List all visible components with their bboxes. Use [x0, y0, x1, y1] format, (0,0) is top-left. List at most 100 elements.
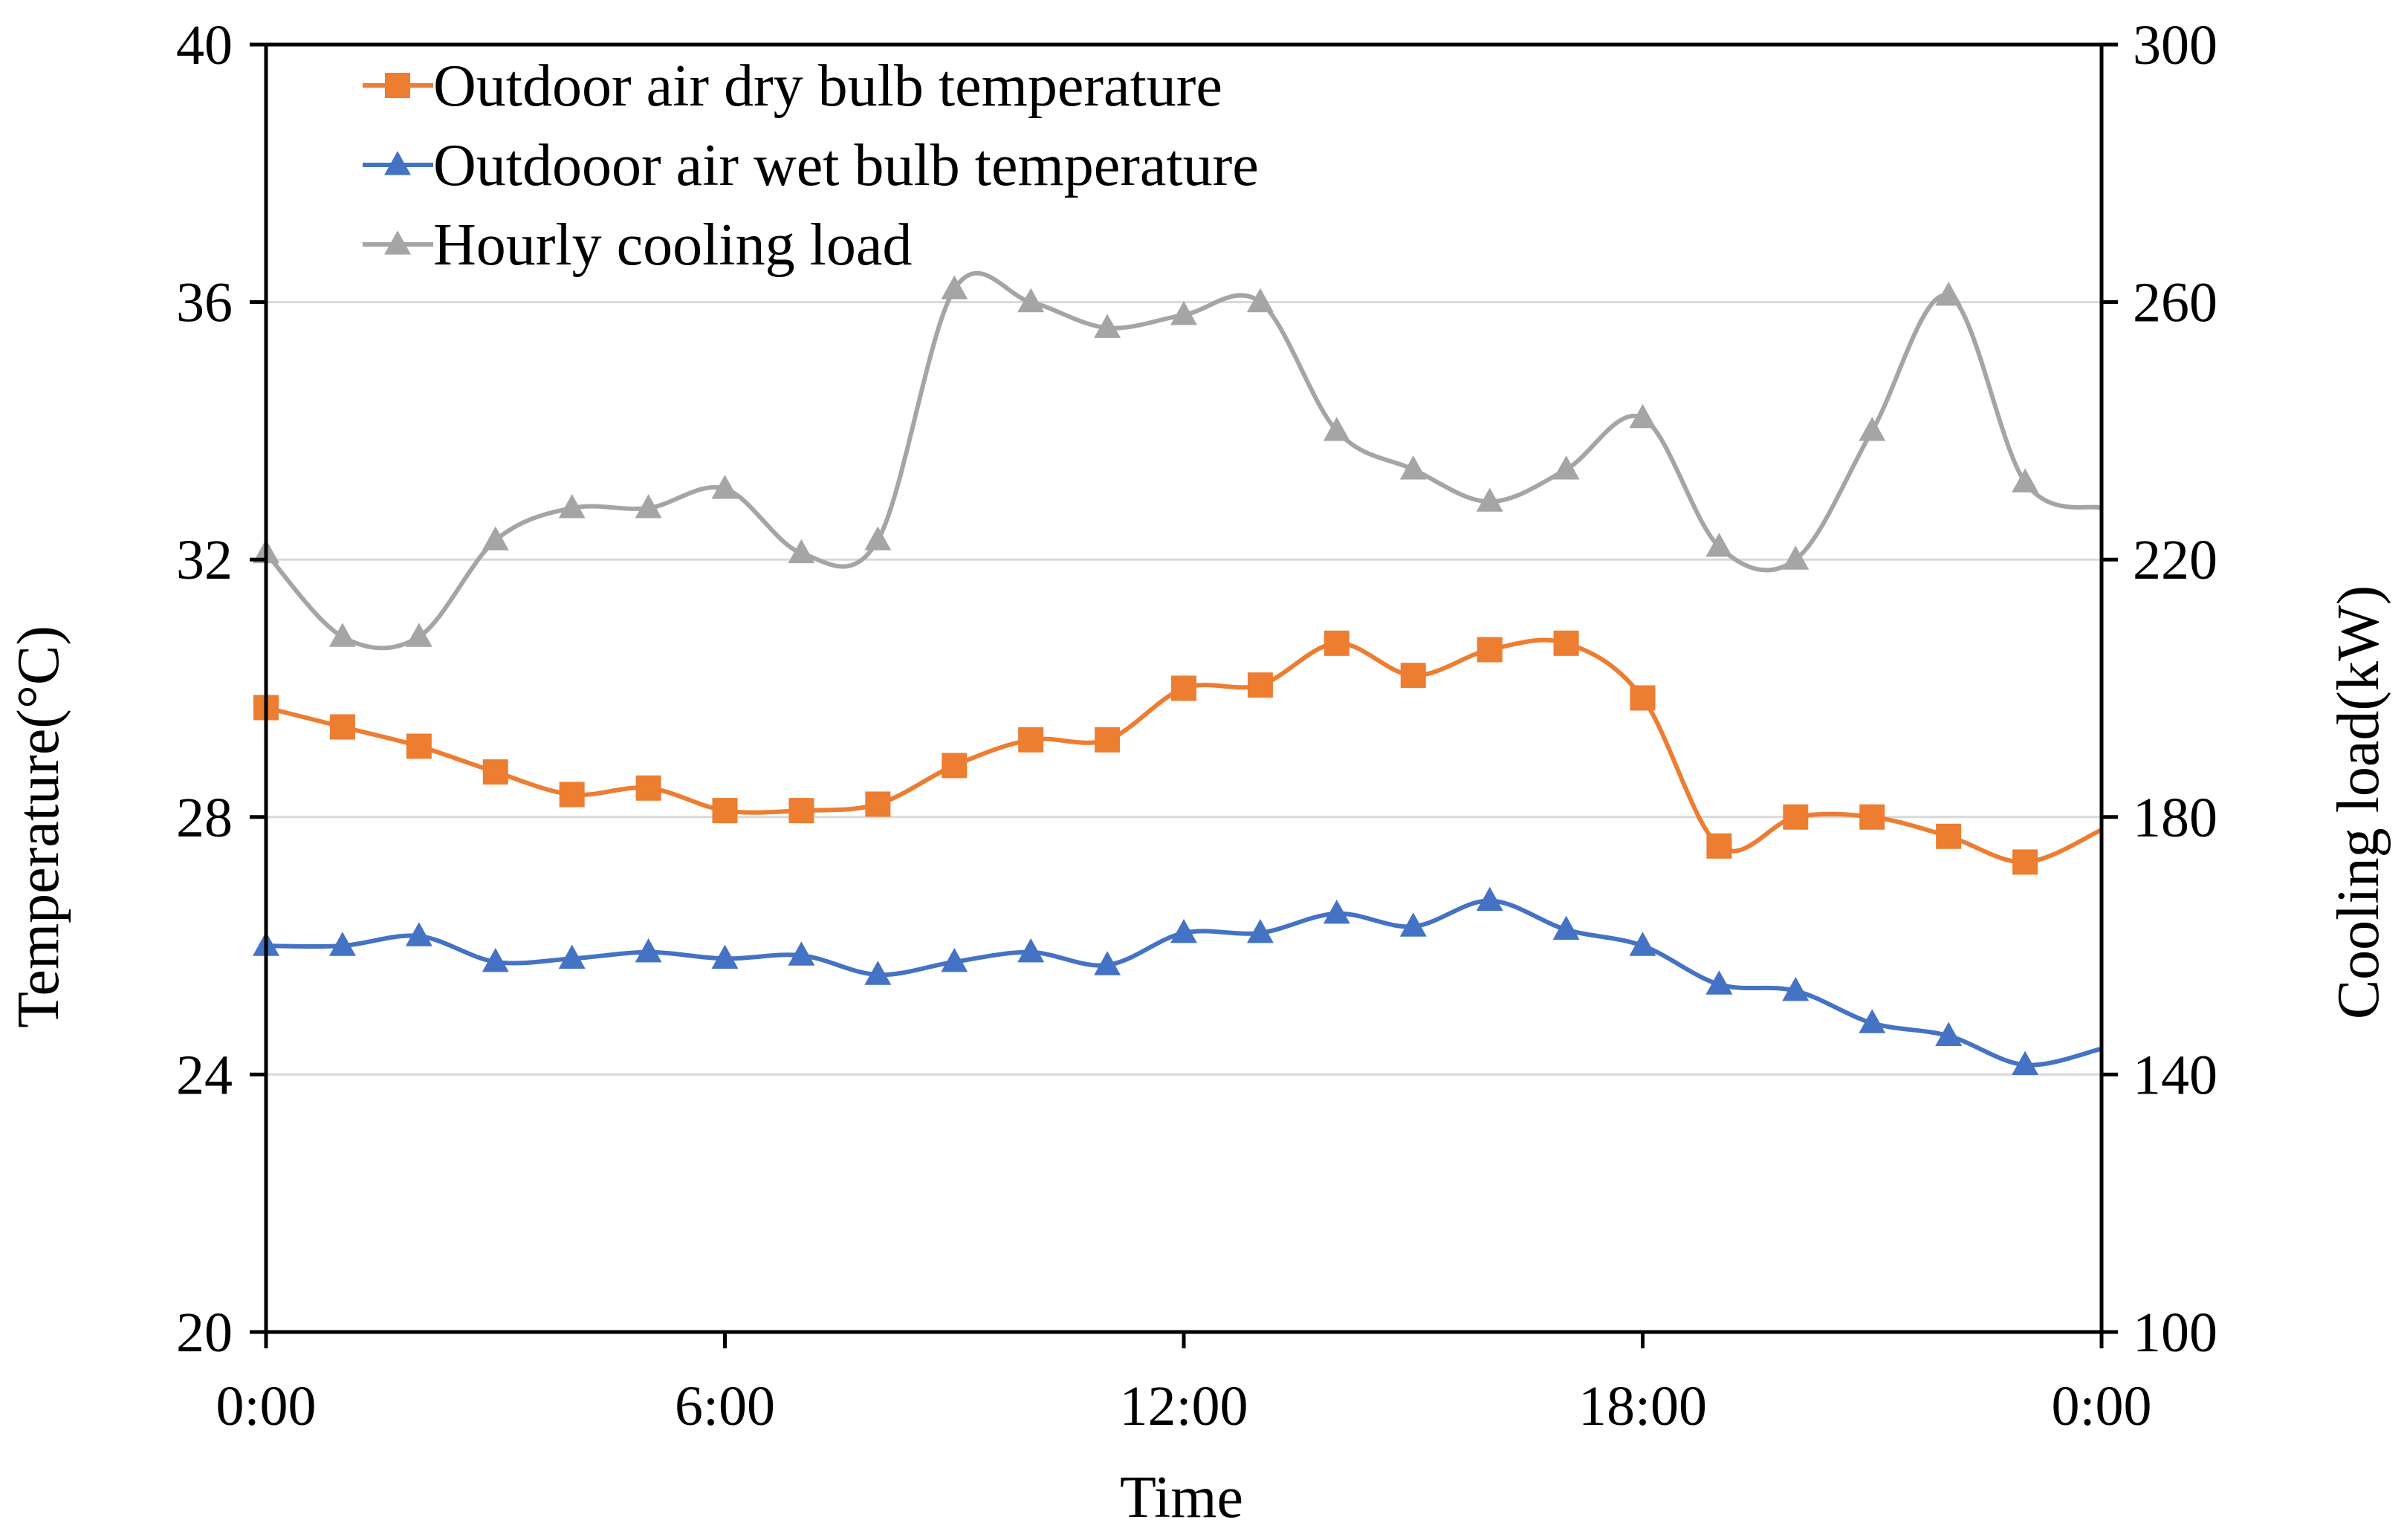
data-point-outdooor-air-wet-bulb-temperature	[482, 948, 509, 972]
data-point-hourly-cooling-load	[482, 526, 509, 550]
data-point-outdooor-air-wet-bulb-temperature	[635, 938, 662, 963]
legend-item: Outdoor air dry bulb temperature	[363, 53, 1222, 119]
data-point-outdooor-air-wet-bulb-temperature	[788, 941, 815, 966]
x-tick-label: 12:00	[1119, 1375, 1248, 1437]
data-point-outdooor-air-wet-bulb-temperature	[1094, 951, 1121, 975]
data-point-outdooor-air-wet-bulb-temperature	[1859, 1009, 1886, 1033]
legend-label: Outdooor air wet bulb temperature	[433, 133, 1259, 198]
data-point-hourly-cooling-load	[405, 623, 432, 647]
data-point-outdoor-air-dry-bulb-temperature	[1706, 833, 1732, 859]
data-point-outdoor-air-dry-bulb-temperature	[1247, 672, 1273, 698]
legend-label: Outdoor air dry bulb temperature	[433, 53, 1222, 119]
legend-swatch-marker	[384, 151, 411, 175]
data-point-outdoor-air-dry-bulb-temperature	[482, 759, 508, 785]
data-point-outdooor-air-wet-bulb-temperature	[405, 922, 432, 946]
data-point-hourly-cooling-load	[635, 494, 662, 519]
data-point-outdoor-air-dry-bulb-temperature	[1630, 685, 1656, 711]
data-point-outdoor-air-dry-bulb-temperature	[1095, 727, 1121, 753]
data-point-hourly-cooling-load	[1476, 487, 1503, 512]
data-point-outdoor-air-dry-bulb-temperature	[406, 733, 432, 759]
data-point-outdooor-air-wet-bulb-temperature	[1705, 970, 1733, 995]
y-tick-label: 36	[176, 272, 233, 334]
data-point-outdoor-air-dry-bulb-temperature	[788, 798, 814, 824]
data-point-outdoor-air-dry-bulb-temperature	[1553, 630, 1579, 656]
data-point-hourly-cooling-load	[1170, 301, 1197, 325]
x-tick-label: 0:00	[2051, 1375, 2151, 1437]
data-point-outdoor-air-dry-bulb-temperature	[1018, 727, 1044, 753]
data-point-outdooor-air-wet-bulb-temperature	[941, 948, 968, 972]
data-point-outdooor-air-wet-bulb-temperature	[1782, 977, 1810, 1001]
data-point-outdoor-air-dry-bulb-temperature	[865, 791, 891, 817]
data-point-outdoor-air-dry-bulb-temperature	[329, 714, 355, 740]
data-point-outdooor-air-wet-bulb-temperature	[1323, 900, 1350, 924]
data-point-outdoor-air-dry-bulb-temperature	[559, 782, 585, 808]
y2-tick-label: 300	[2133, 14, 2217, 77]
data-point-hourly-cooling-load	[1705, 533, 1733, 557]
data-point-outdooor-air-wet-bulb-temperature	[864, 961, 892, 985]
x-axis-title: Time	[1120, 1465, 1243, 1530]
legend-swatch-marker	[385, 73, 410, 98]
y2-tick-label: 100	[2133, 1302, 2217, 1364]
x-tick-label: 0:00	[216, 1375, 316, 1437]
data-point-outdooor-air-wet-bulb-temperature	[711, 944, 739, 969]
data-point-outdoor-air-dry-bulb-temperature	[2012, 849, 2038, 875]
data-point-outdoor-air-dry-bulb-temperature	[1400, 663, 1426, 689]
data-point-hourly-cooling-load	[558, 494, 586, 519]
data-point-hourly-cooling-load	[788, 539, 815, 564]
data-point-outdooor-air-wet-bulb-temperature	[1476, 886, 1503, 912]
data-point-hourly-cooling-load	[711, 475, 739, 499]
data-point-hourly-cooling-load	[1323, 417, 1350, 441]
series-line-outdoor-air-dry-bulb-temperature	[265, 637, 2103, 865]
data-point-hourly-cooling-load	[328, 623, 356, 647]
data-point-hourly-cooling-load	[1246, 287, 1274, 313]
data-point-outdooor-air-wet-bulb-temperature	[1935, 1021, 1963, 1046]
data-point-outdooor-air-wet-bulb-temperature	[1170, 919, 1197, 943]
series-line-hourly-cooling-load	[264, 270, 2102, 651]
data-point-hourly-cooling-load	[1552, 455, 1580, 480]
data-point-outdoor-air-dry-bulb-temperature	[942, 753, 968, 779]
y-axis-title: Temperature(°C)	[6, 626, 71, 1028]
data-point-outdooor-air-wet-bulb-temperature	[1552, 915, 1580, 940]
y-tick-label: 32	[176, 529, 233, 591]
y2-axis-title: Cooling load(kW)	[2326, 585, 2391, 1019]
y2-tick-label: 180	[2133, 787, 2217, 849]
data-point-outdooor-air-wet-bulb-temperature	[558, 944, 586, 969]
data-point-hourly-cooling-load	[2012, 468, 2039, 493]
y2-tick-label: 140	[2133, 1044, 2217, 1106]
data-point-outdoor-air-dry-bulb-temperature	[1324, 630, 1350, 656]
data-point-outdooor-air-wet-bulb-temperature	[1246, 919, 1274, 943]
legend-item: Hourly cooling load	[363, 212, 912, 278]
data-point-outdoor-air-dry-bulb-temperature	[1783, 804, 1809, 830]
data-point-hourly-cooling-load	[1782, 545, 1810, 570]
data-point-hourly-cooling-load	[864, 526, 892, 550]
y-tick-label: 20	[176, 1302, 233, 1364]
data-point-hourly-cooling-load	[1935, 282, 1963, 306]
data-point-hourly-cooling-load	[941, 275, 968, 299]
data-point-outdoor-air-dry-bulb-temperature	[1171, 675, 1196, 701]
data-point-hourly-cooling-load	[1859, 417, 1886, 441]
data-point-hourly-cooling-load	[1399, 455, 1427, 480]
data-point-outdooor-air-wet-bulb-temperature	[1629, 932, 1656, 956]
x-tick-label: 6:00	[675, 1375, 775, 1437]
data-point-hourly-cooling-load	[1017, 287, 1045, 313]
data-point-hourly-cooling-load	[1629, 403, 1656, 429]
legend-label: Hourly cooling load	[433, 212, 912, 278]
legend-swatch-marker	[384, 230, 411, 255]
y-tick-label: 40	[176, 14, 233, 77]
x-tick-label: 18:00	[1578, 1375, 1707, 1437]
data-point-outdoor-air-dry-bulb-temperature	[1936, 823, 1962, 849]
data-point-hourly-cooling-load	[1094, 313, 1121, 338]
y2-tick-label: 260	[2133, 272, 2217, 334]
y-tick-label: 24	[176, 1044, 233, 1106]
data-point-outdoor-air-dry-bulb-temperature	[712, 798, 738, 824]
data-point-outdoor-air-dry-bulb-temperature	[1477, 637, 1503, 663]
data-point-outdooor-air-wet-bulb-temperature	[1399, 912, 1427, 937]
y-tick-label: 28	[176, 787, 233, 849]
data-point-outdooor-air-wet-bulb-temperature	[2012, 1050, 2039, 1075]
y2-tick-label: 220	[2133, 529, 2217, 591]
legend-item: Outdooor air wet bulb temperature	[363, 133, 1259, 198]
data-point-outdooor-air-wet-bulb-temperature	[328, 932, 356, 956]
data-point-outdooor-air-wet-bulb-temperature	[1017, 938, 1045, 963]
